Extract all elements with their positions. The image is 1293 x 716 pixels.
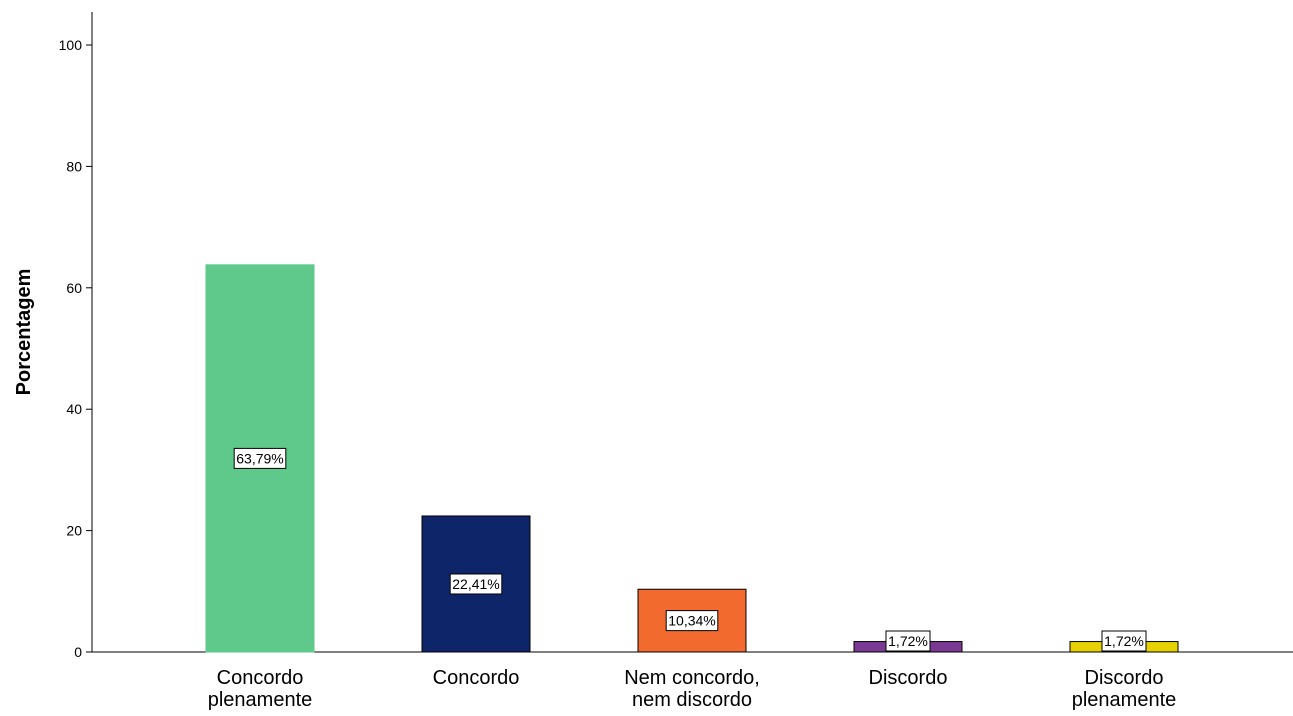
x-tick-label: Discordo plenamente — [1072, 667, 1177, 711]
data-label-text: 63,79% — [236, 450, 283, 466]
data-label-box — [233, 447, 287, 469]
y-tick-label: 40 — [66, 401, 82, 417]
bars: 63,79% 22,41% 10,34% 1,72% 1,72% — [205, 264, 1179, 653]
x-tick-label-line: Concordo — [217, 667, 304, 689]
data-label-box — [1101, 630, 1147, 652]
data-label-text: 22,41% — [452, 576, 499, 592]
data-label: 1,72% — [1101, 630, 1147, 652]
y-tick-label: 20 — [66, 523, 82, 539]
data-label-text: 1,72% — [1104, 633, 1144, 649]
data-label-text: 10,34% — [668, 613, 715, 629]
x-tick-label: Concordo plenamente — [208, 667, 313, 711]
y-ticks: 0 20 40 60 80 100 — [59, 37, 92, 660]
x-tick-label-line: Nem concordo, — [624, 667, 760, 689]
data-label-box — [885, 630, 931, 652]
data-label: 1,72% — [885, 630, 931, 652]
data-label-box — [665, 610, 719, 632]
data-label: 10,34% — [665, 610, 719, 632]
data-label-box — [449, 573, 503, 595]
y-tick-label: 80 — [66, 158, 82, 174]
x-tick-label-line: Discordo — [1085, 667, 1164, 689]
y-tick-label: 60 — [66, 280, 82, 296]
x-tick-label-line: Concordo — [433, 667, 520, 689]
y-tick-label: 0 — [74, 644, 82, 660]
x-tick-label-line: Discordo — [869, 667, 948, 689]
data-label-text: 1,72% — [888, 633, 928, 649]
x-tick-label: Concordo — [433, 667, 520, 689]
x-tick-label: Discordo — [869, 667, 948, 689]
data-label: 22,41% — [449, 573, 503, 595]
y-axis-label: Porcentagem — [13, 269, 35, 396]
data-label: 63,79% — [233, 447, 287, 469]
x-tick-label-line: plenamente — [1072, 689, 1177, 711]
x-tick-label-line: nem discordo — [632, 689, 752, 711]
x-tick-label: Nem concordo, nem discordo — [624, 667, 760, 711]
y-tick-label: 100 — [59, 37, 83, 53]
x-tick-label-line: plenamente — [208, 689, 313, 711]
